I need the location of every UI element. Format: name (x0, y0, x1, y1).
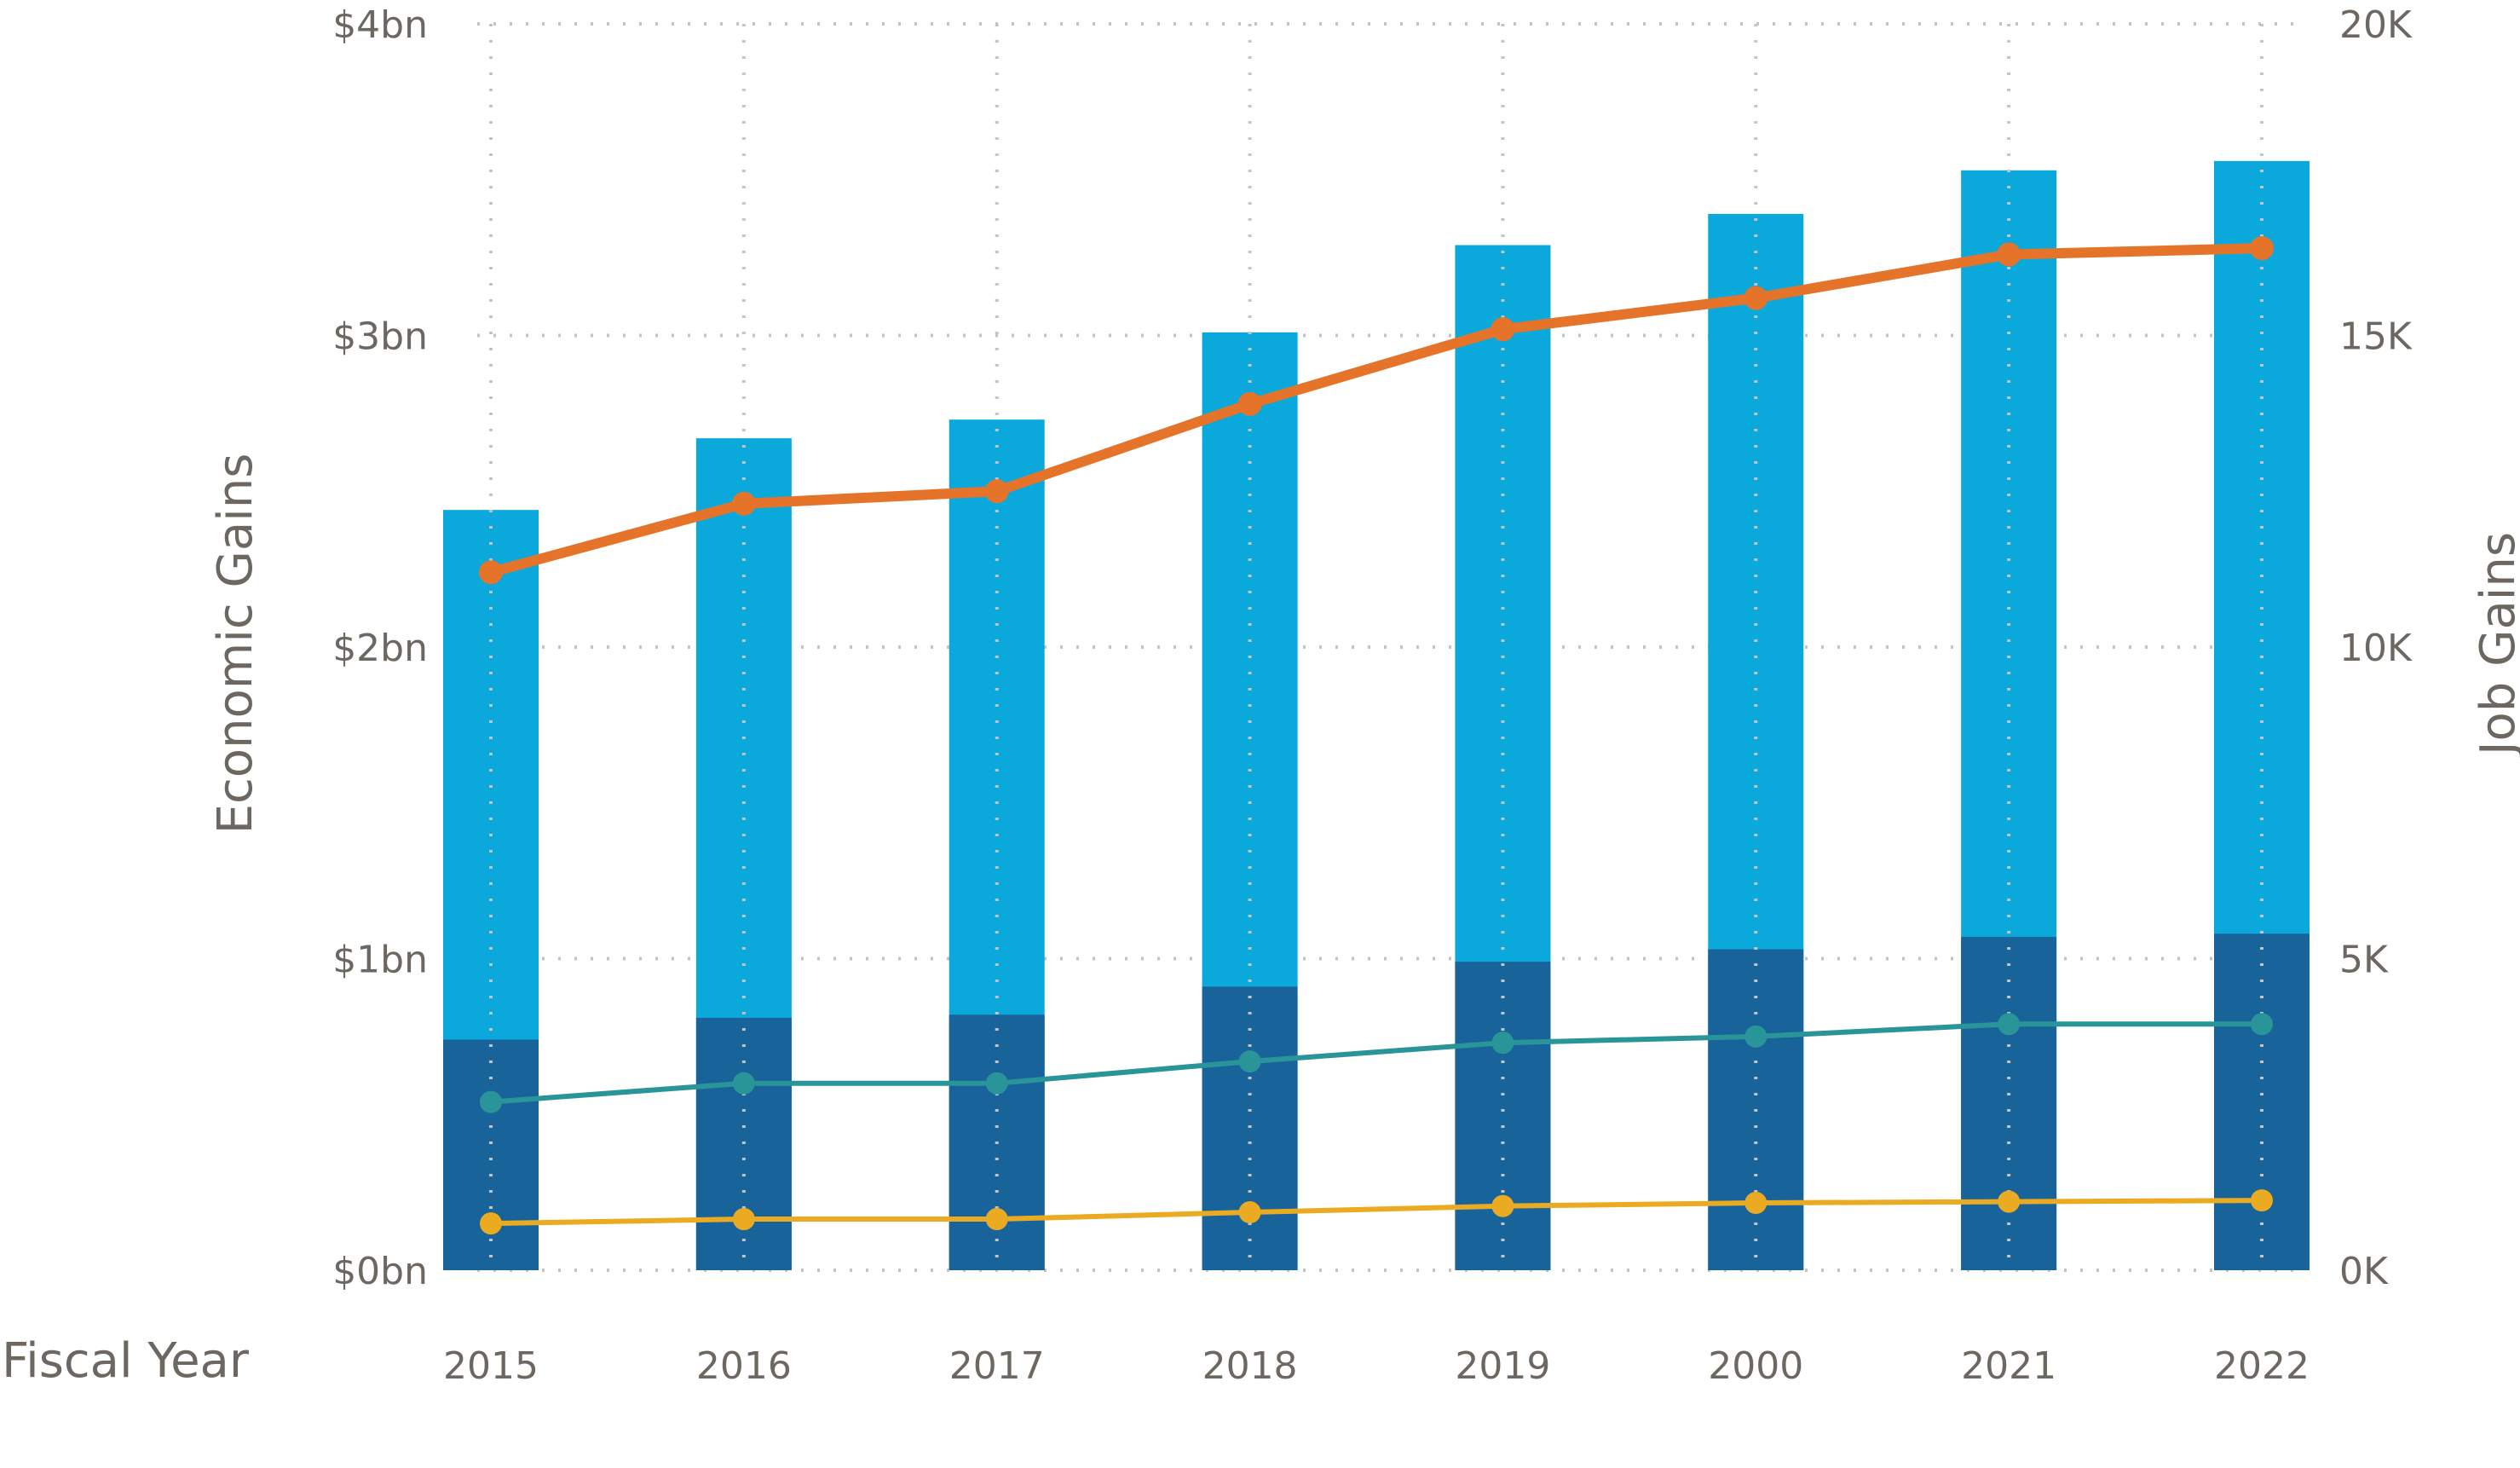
line-point (985, 1072, 1008, 1095)
bar-direct (2214, 933, 2310, 1270)
line-point (985, 1208, 1008, 1231)
line-point (731, 491, 756, 516)
line-point (1237, 391, 1262, 416)
left-axis-ticks: $0bn $1bn $2bn $3bn $4bn (332, 3, 428, 1293)
y-tick-label: $1bn (332, 939, 428, 982)
y2-tick-label: 0K (2339, 1250, 2389, 1293)
line-point (732, 1208, 755, 1231)
x-tick-label: 2017 (949, 1344, 1045, 1388)
bars (443, 160, 2310, 1271)
y2-tick-label: 10K (2339, 627, 2413, 670)
line-point (1491, 1194, 1514, 1217)
line-series-1 (490, 1021, 2262, 1105)
line-point (2251, 1189, 2273, 1212)
line-point (1744, 286, 1768, 310)
line-point (1997, 242, 2021, 267)
bar-direct (1961, 936, 2057, 1270)
line-point (1744, 1025, 1767, 1048)
right-axis-ticks: 0K 5K 10K 15K 20K (2339, 3, 2413, 1293)
line-series-2 (490, 1198, 2263, 1227)
y2-tick-label: 5K (2339, 939, 2389, 982)
bar-direct (443, 1039, 539, 1270)
line-point (1238, 1050, 1261, 1073)
x-tick-label: 2019 (1455, 1344, 1550, 1388)
x-tick-label: 2021 (1961, 1344, 2056, 1388)
x-tick-label: 2018 (1202, 1344, 1298, 1388)
line-series-0 (489, 243, 2263, 578)
x-tick-label: 2016 (696, 1344, 792, 1388)
line-point (1491, 317, 1515, 342)
x-tick-label: 2015 (443, 1344, 539, 1388)
line-point (984, 479, 1009, 504)
line-point (1744, 1192, 1767, 1215)
line-point (1998, 1190, 2021, 1213)
line-point (732, 1072, 755, 1095)
x-axis-title: Fiscal Year (2, 1333, 250, 1389)
y-tick-label: $4bn (332, 3, 428, 47)
line-point (479, 560, 503, 585)
y-tick-label: $3bn (332, 315, 428, 359)
line-point (2250, 236, 2274, 261)
x-axis-ticks: 2015 2016 2017 2018 2019 2000 2021 2022 (443, 1344, 2310, 1388)
line-point (480, 1090, 502, 1113)
line-point (1998, 1013, 2021, 1036)
y2-tick-label: 20K (2339, 3, 2413, 47)
y2-axis-title: Job Gains (2471, 532, 2520, 758)
line-point (480, 1212, 502, 1235)
lines (479, 236, 2274, 1235)
y2-tick-label: 15K (2339, 315, 2413, 359)
x-tick-label: 2022 (2214, 1344, 2310, 1388)
line-point (1491, 1032, 1514, 1055)
line-point (2251, 1013, 2273, 1036)
y-axis-title: Economic Gains (208, 454, 263, 835)
y-tick-label: $0bn (332, 1250, 428, 1293)
x-tick-label: 2000 (1708, 1344, 1803, 1388)
y-tick-label: $2bn (332, 627, 428, 670)
line-point (1238, 1201, 1261, 1224)
